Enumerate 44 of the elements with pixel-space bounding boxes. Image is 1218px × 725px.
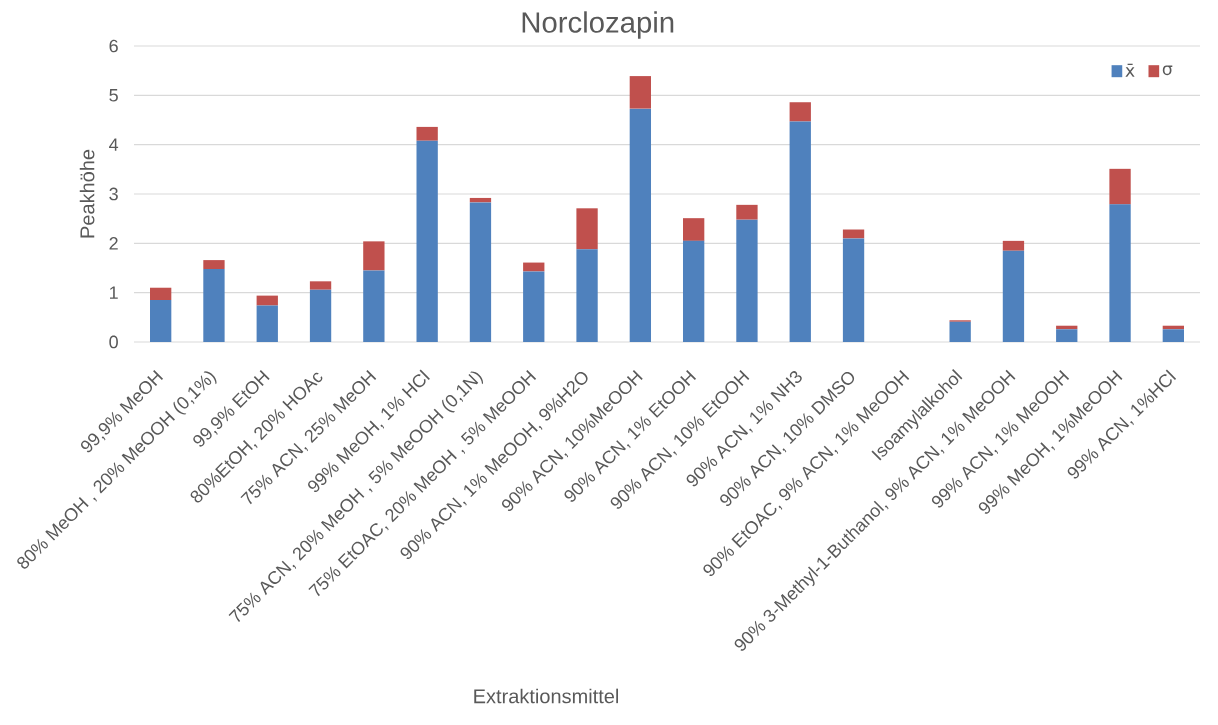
bar	[416, 140, 438, 342]
y-tick-label: 1	[110, 286, 118, 299]
bar	[1109, 204, 1131, 342]
bar	[1109, 168, 1131, 205]
bar	[1056, 329, 1078, 342]
bar	[150, 300, 172, 342]
bar	[1162, 329, 1185, 342]
y-axis-title: Peakhöhe	[79, 149, 95, 238]
bar	[576, 208, 598, 250]
chart-title: Norclozapin	[522, 11, 674, 39]
bar	[683, 218, 705, 241]
bar	[150, 287, 172, 301]
x-axis-title: Extraktionsmittel	[474, 688, 619, 704]
y-tick-label: 6	[109, 39, 118, 53]
legend-label: x̄	[1125, 63, 1135, 77]
y-tick-label: 5	[109, 89, 118, 102]
bar	[256, 305, 278, 342]
y-tick-label: 3	[109, 187, 118, 201]
bar	[469, 202, 492, 342]
bar	[629, 108, 652, 342]
bar	[203, 268, 225, 342]
bar	[416, 126, 438, 141]
bar	[736, 219, 758, 342]
bar	[789, 121, 811, 342]
bar	[363, 241, 385, 271]
bar	[203, 260, 225, 269]
bar	[629, 76, 652, 109]
bar	[1002, 240, 1025, 251]
bar	[309, 281, 332, 290]
bar	[1002, 250, 1025, 342]
bar	[576, 249, 598, 342]
bar	[683, 240, 705, 342]
bar	[789, 102, 811, 122]
bar	[842, 238, 865, 342]
bar	[523, 271, 545, 342]
legend-label: σ	[1162, 65, 1173, 76]
y-tick-label: 2	[109, 237, 118, 250]
bar	[363, 270, 385, 342]
bar	[256, 295, 278, 306]
bar	[309, 289, 332, 342]
y-tick-label: 0	[109, 335, 118, 349]
y-tick-label: 4	[109, 138, 119, 151]
bar	[736, 204, 758, 220]
bar	[949, 321, 971, 342]
